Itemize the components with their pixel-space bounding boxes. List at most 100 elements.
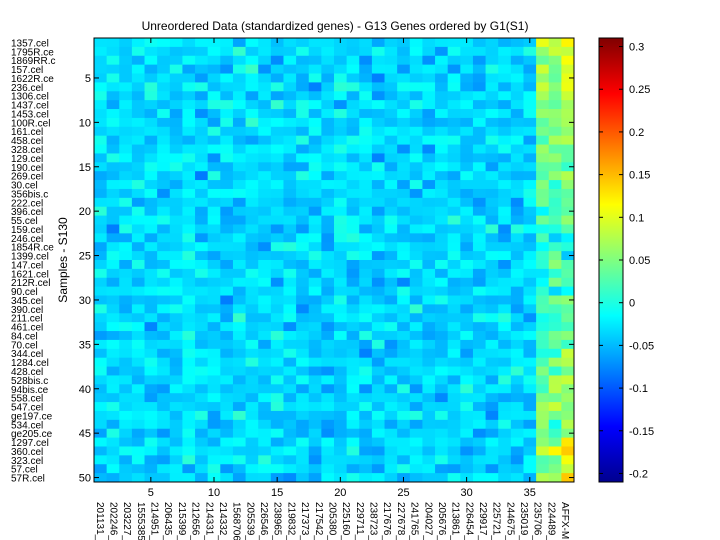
heatmap-cell bbox=[422, 206, 436, 216]
heatmap-cell bbox=[371, 348, 385, 359]
heatmap-cell bbox=[232, 277, 246, 288]
heatmap-cell bbox=[195, 410, 209, 421]
heatmap-cell bbox=[220, 38, 234, 48]
heatmap-cell bbox=[409, 295, 423, 305]
heatmap-cell bbox=[207, 135, 221, 145]
heatmap-cell bbox=[131, 375, 145, 385]
heatmap-cell bbox=[422, 455, 436, 465]
heatmap-cell bbox=[397, 242, 411, 252]
heatmap-cell bbox=[258, 82, 272, 92]
heatmap-cell bbox=[106, 180, 120, 190]
heatmap-cell bbox=[561, 188, 575, 199]
heatmap-cell bbox=[485, 384, 499, 394]
heatmap-cell bbox=[157, 126, 171, 137]
heatmap-cell bbox=[523, 251, 537, 261]
column-label: 229711_ bbox=[354, 502, 365, 540]
heatmap-cell bbox=[169, 233, 183, 243]
heatmap-cell bbox=[561, 242, 575, 252]
heatmap-cell bbox=[258, 260, 272, 270]
heatmap-cell bbox=[94, 313, 108, 323]
heatmap-cell bbox=[207, 224, 221, 234]
heatmap-cell bbox=[321, 73, 335, 83]
heatmap-cell bbox=[119, 384, 133, 394]
heatmap-cell bbox=[472, 224, 486, 234]
heatmap-cell bbox=[422, 82, 436, 92]
heatmap-cell bbox=[245, 188, 259, 199]
heatmap-cell bbox=[308, 286, 322, 296]
heatmap-cell bbox=[270, 162, 284, 172]
heatmap-cell bbox=[119, 38, 133, 48]
heatmap-cell bbox=[321, 339, 335, 350]
heatmap-cell bbox=[220, 46, 234, 57]
heatmap-cell bbox=[346, 375, 360, 385]
heatmap-cell bbox=[498, 277, 512, 288]
heatmap-cell bbox=[523, 366, 537, 376]
heatmap-cell bbox=[523, 242, 537, 252]
heatmap-cell bbox=[131, 455, 145, 465]
heatmap-cell bbox=[422, 260, 436, 270]
heatmap-cell bbox=[472, 55, 486, 66]
heatmap-cell bbox=[283, 109, 297, 119]
heatmap-cell bbox=[195, 348, 209, 359]
heatmap-cell bbox=[207, 64, 221, 74]
heatmap-cell bbox=[472, 268, 486, 279]
heatmap-cell bbox=[157, 91, 171, 101]
heatmap-cell bbox=[296, 268, 310, 279]
heatmap-cell bbox=[106, 357, 120, 367]
heatmap-cell bbox=[296, 171, 310, 181]
heatmap-cell bbox=[245, 197, 259, 208]
heatmap-cell bbox=[232, 437, 246, 447]
heatmap-cell bbox=[472, 162, 486, 172]
heatmap-cell bbox=[106, 402, 120, 412]
heatmap-cell bbox=[94, 331, 108, 341]
heatmap-cell bbox=[359, 384, 373, 394]
heatmap-cell bbox=[371, 206, 385, 216]
heatmap-cell bbox=[321, 260, 335, 270]
heatmap-cell bbox=[485, 260, 499, 270]
column-label: 214951_ bbox=[149, 502, 160, 540]
heatmap-cell bbox=[245, 304, 259, 314]
heatmap-cell bbox=[498, 410, 512, 421]
row-label: 57.cel bbox=[11, 465, 38, 476]
heatmap-cell bbox=[334, 109, 348, 119]
heatmap-cell bbox=[207, 268, 221, 279]
heatmap-cell bbox=[422, 144, 436, 154]
heatmap-cell bbox=[498, 135, 512, 145]
heatmap-cell bbox=[561, 286, 575, 296]
heatmap-cell bbox=[232, 153, 246, 163]
heatmap-cell bbox=[283, 464, 297, 474]
heatmap-cell bbox=[270, 64, 284, 74]
heatmap-cell bbox=[422, 73, 436, 83]
heatmap-cell bbox=[94, 46, 108, 57]
heatmap-cell bbox=[94, 100, 108, 110]
heatmap-cell bbox=[334, 419, 348, 430]
heatmap-cell bbox=[157, 286, 171, 296]
heatmap-cell bbox=[220, 215, 234, 225]
row-label: 1622R.ce bbox=[11, 74, 54, 85]
heatmap-cell bbox=[498, 38, 512, 48]
heatmap-cell bbox=[536, 428, 550, 438]
heatmap-cell bbox=[321, 366, 335, 376]
heatmap-cell bbox=[510, 197, 524, 208]
heatmap-cell bbox=[182, 286, 196, 296]
heatmap-cell bbox=[232, 242, 246, 252]
heatmap-cell bbox=[334, 286, 348, 296]
heatmap-cell bbox=[94, 233, 108, 243]
heatmap-cell bbox=[106, 55, 120, 66]
heatmap-cell bbox=[258, 375, 272, 385]
heatmap-cell bbox=[472, 242, 486, 252]
heatmap-cell bbox=[523, 224, 537, 234]
heatmap-cell bbox=[460, 437, 474, 447]
heatmap-cell bbox=[422, 126, 436, 137]
heatmap-cell bbox=[384, 64, 398, 74]
y-tick-label: 5 bbox=[85, 73, 91, 85]
heatmap-cell bbox=[182, 366, 196, 376]
heatmap-cell bbox=[498, 260, 512, 270]
heatmap-cell bbox=[346, 144, 360, 154]
heatmap-cell bbox=[131, 304, 145, 314]
heatmap-cell bbox=[384, 464, 398, 474]
column-label: 227678_ bbox=[395, 502, 406, 540]
heatmap-cell bbox=[460, 260, 474, 270]
heatmap-cell bbox=[384, 473, 398, 483]
heatmap-cell bbox=[245, 357, 259, 367]
